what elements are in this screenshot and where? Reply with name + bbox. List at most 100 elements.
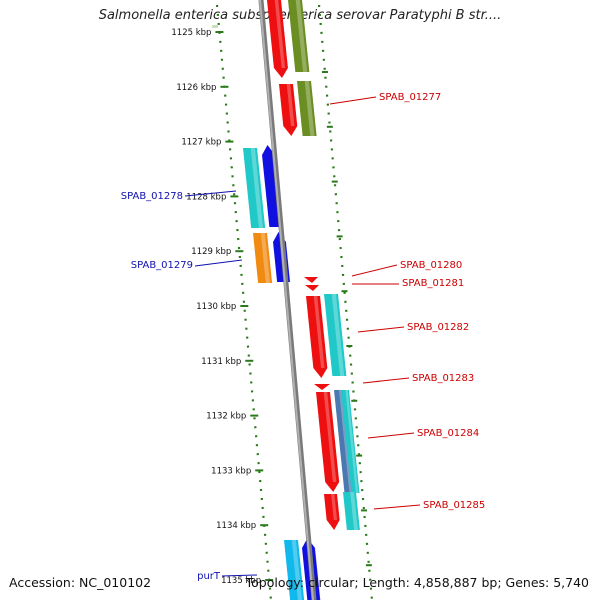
gene-label-text: SPAB_01277 <box>379 92 441 103</box>
gene-label-leader <box>184 190 237 197</box>
gene-cyan-1282-body <box>324 294 347 376</box>
track-guides <box>215 4 374 600</box>
gene-label-text: SPAB_01280 <box>400 260 462 271</box>
gene-olive-top-1[interactable] <box>288 0 310 72</box>
gene-label-right[interactable]: SPAB_01285 <box>373 500 485 511</box>
gene-red-1285-shine <box>331 494 338 520</box>
gene-label-text: SPAB_01281 <box>402 278 464 289</box>
gene-olive-top-2-shine <box>304 81 315 136</box>
gene-label-right[interactable]: SPAB_01284 <box>367 428 479 439</box>
scale-tick-label: 1128 kbp <box>186 192 226 202</box>
gene-red-1284-shine <box>323 392 337 482</box>
gene-cyan-1278[interactable] <box>243 148 266 228</box>
gene-red-1280[interactable] <box>304 277 318 283</box>
gene-label-leader <box>373 504 421 510</box>
gene-label-leader <box>367 432 415 439</box>
scale-tick: 1133 kbp <box>211 466 264 476</box>
gene-label-right[interactable]: SPAB_01280 <box>351 260 462 277</box>
gene-label-text: SPAB_01284 <box>417 428 479 439</box>
scale-ticks: 1125 kbp 1126 kbp 1127 kbp 1128 kbp 1129 kbp… <box>171 25 372 586</box>
scale-tick-label: 1133 kbp <box>211 466 251 476</box>
gene-features[interactable] <box>243 0 360 600</box>
gene-red-1283[interactable] <box>314 384 330 390</box>
gene-blue-1279-shine <box>285 242 293 282</box>
gene-steel-1284[interactable] <box>334 390 354 493</box>
gene-orange-1279-shine <box>260 233 270 283</box>
gene-orange-1279[interactable] <box>253 233 273 283</box>
gene-red-top-1-body <box>267 0 288 78</box>
gene-cyan-1282-shine <box>331 294 345 376</box>
gene-label-leader <box>357 326 405 333</box>
gene-label-right[interactable]: SPAB_01283 <box>362 373 474 384</box>
scale-tick-label: 1125 kbp <box>171 28 211 38</box>
backbone-highlight <box>259 0 314 600</box>
gene-cyan-1284-body <box>341 390 360 493</box>
gene-label-leader <box>221 574 258 577</box>
scale-tick: 1130 kbp <box>196 302 249 312</box>
gene-orange-1279-body <box>253 233 273 283</box>
gene-red-top-2[interactable] <box>279 84 298 136</box>
scale-tick-label: 1127 kbp <box>181 138 221 148</box>
scale-tick: 1134 kbp <box>216 521 269 531</box>
gene-olive-top-1-shine <box>295 0 308 72</box>
gene-red-1282-body <box>306 296 328 378</box>
gene-label-text: SPAB_01285 <box>423 500 485 511</box>
gene-red-top-1-shine <box>274 0 286 68</box>
gene-label-left[interactable]: SPAB_01279 <box>131 259 243 271</box>
gene-label-text: SPAB_01279 <box>131 260 193 271</box>
gene-cyan-1285-shine <box>350 492 358 530</box>
gene-cyan-purT-shine <box>291 540 303 600</box>
gene-label-leader <box>351 264 398 277</box>
gene-label-leader <box>329 96 377 105</box>
scale-tick: 1128 kbp <box>186 192 239 202</box>
scale-tick: 1131 kbp <box>201 357 254 367</box>
scale-tick: 1132 kbp <box>206 412 259 422</box>
scale-tick: 1135 kbp <box>221 576 274 586</box>
scale-tick: 1127 kbp <box>181 138 234 148</box>
gene-cyan-1284[interactable] <box>341 390 360 493</box>
gene-red-1282[interactable] <box>306 296 328 378</box>
gene-label-right[interactable]: SPAB_01282 <box>357 322 469 333</box>
gene-olive-top-2[interactable] <box>297 81 317 136</box>
gene-olive-top-2-body <box>297 81 317 136</box>
gene-red-1285-body <box>324 494 340 530</box>
gene-label-right[interactable]: SPAB_01281 <box>352 278 464 289</box>
scale-tick: 1125 kbp <box>171 28 224 38</box>
accession-text: Accession: NC_010102 <box>9 575 152 590</box>
gene-red-top-1[interactable] <box>267 0 288 78</box>
gene-label-right[interactable]: SPAB_01277 <box>329 92 441 105</box>
scale-tick: 1126 kbp <box>176 83 229 93</box>
gene-labels[interactable]: SPAB_01278 SPAB_01279 purT SPAB_01277 SPAB_0… <box>121 92 486 582</box>
top-scale-marker <box>212 25 218 28</box>
gene-red-1281[interactable] <box>305 285 319 291</box>
gene-label-left[interactable]: purT <box>197 571 258 582</box>
gene-cyan-purT[interactable] <box>284 540 305 600</box>
gene-label-leader <box>362 377 410 384</box>
gene-label-left[interactable]: SPAB_01278 <box>121 190 237 202</box>
gene-steel-1284-body <box>334 390 354 493</box>
left-scale-track <box>215 4 273 600</box>
scale-tick-label: 1126 kbp <box>176 83 216 93</box>
gene-label-text: SPAB_01283 <box>412 373 474 384</box>
scale-tick: 1129 kbp <box>191 247 244 257</box>
gene-label-text: purT <box>197 571 221 582</box>
gene-red-1285[interactable] <box>324 494 340 530</box>
gene-red-top-2-body <box>279 84 298 136</box>
gene-cyan-1285[interactable] <box>343 492 360 530</box>
gene-cyan-purT-body <box>284 540 305 600</box>
gene-red-1284-body <box>316 392 340 492</box>
gene-red-1284[interactable] <box>316 392 340 492</box>
scale-tick-label: 1134 kbp <box>216 521 256 531</box>
gene-cyan-1282[interactable] <box>324 294 347 376</box>
gene-steel-1284-shine <box>338 390 353 493</box>
scale-tick-label: 1132 kbp <box>206 412 246 422</box>
gene-olive-top-1-body <box>288 0 310 72</box>
gene-blue-purT-shine <box>314 548 324 600</box>
scale-tick-label: 1131 kbp <box>201 357 241 367</box>
gene-red-1282-shine <box>313 296 325 368</box>
gene-cyan-1284-shine <box>345 390 359 493</box>
gene-label-text: SPAB_01278 <box>121 191 183 202</box>
backbone <box>258 0 317 600</box>
gene-cyan-1278-body <box>243 148 266 228</box>
